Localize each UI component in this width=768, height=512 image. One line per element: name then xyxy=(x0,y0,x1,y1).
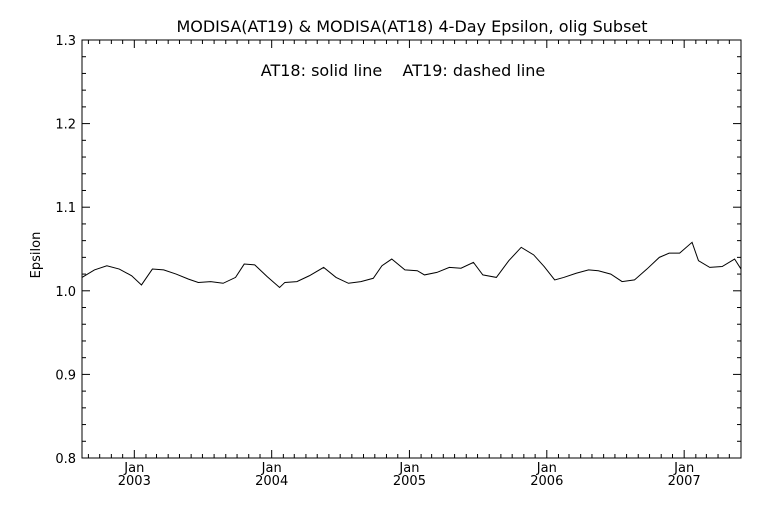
y-axis-label: Epsilon xyxy=(29,232,44,279)
x-tick-year-label: 2007 xyxy=(668,474,701,489)
y-tick-label: 1.0 xyxy=(55,285,76,300)
chart-title: MODISA(AT19) & MODISA(AT18) 4-Day Epsilo… xyxy=(176,17,647,36)
x-tick-month-label: Jan xyxy=(123,461,144,476)
plot-frame xyxy=(81,39,742,459)
y-tick-label: 1.3 xyxy=(55,34,76,49)
x-tick-month-label: Jan xyxy=(673,461,694,476)
x-tick-year-label: 2003 xyxy=(118,474,151,489)
y-tick-label: 0.9 xyxy=(55,368,76,383)
x-tick-year-label: 2005 xyxy=(393,474,426,489)
x-tick-year-label: 2004 xyxy=(255,474,288,489)
y-tick-label: 1.2 xyxy=(55,118,76,133)
x-tick-year-label: 2006 xyxy=(530,474,563,489)
y-tick-label: 1.1 xyxy=(55,201,76,216)
x-tick-month-label: Jan xyxy=(261,461,282,476)
x-tick-month-label: Jan xyxy=(398,461,419,476)
y-tick-label: 0.8 xyxy=(55,452,76,467)
series-layer xyxy=(81,241,742,289)
x-tick-month-label: Jan xyxy=(536,461,557,476)
line-style-annotation: AT18: solid line AT19: dashed line xyxy=(261,61,546,80)
series-line-solid xyxy=(81,241,742,289)
axis-ticks: 0.80.91.01.11.21.3Jan2003Jan2004Jan2005J… xyxy=(55,34,742,489)
